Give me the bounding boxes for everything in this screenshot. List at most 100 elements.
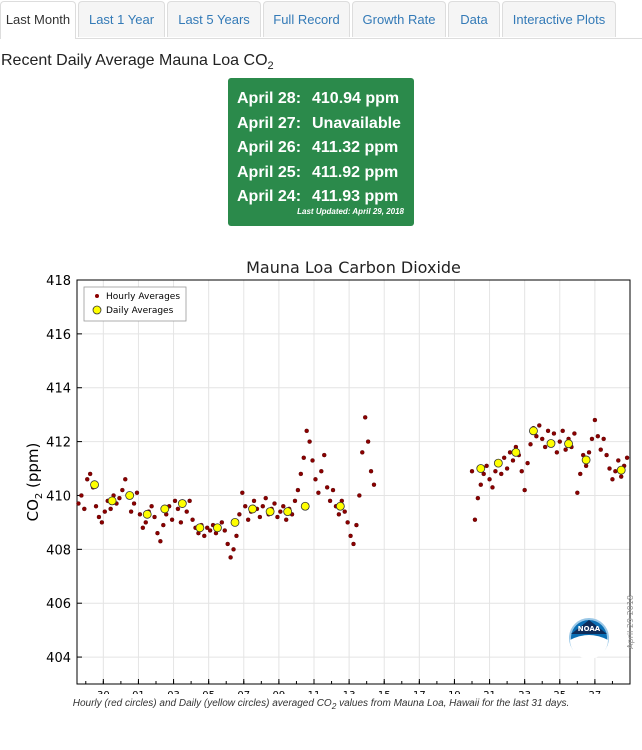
x-tick-label: 03 bbox=[167, 690, 180, 694]
hourly-point bbox=[537, 423, 542, 428]
hourly-point bbox=[295, 487, 301, 493]
daily-point bbox=[546, 439, 556, 448]
y-tick-label: 416 bbox=[46, 328, 71, 343]
daily-point bbox=[248, 504, 257, 514]
hourly-point bbox=[475, 495, 481, 501]
hourly-point bbox=[128, 509, 134, 514]
heading-subscript: 2 bbox=[267, 60, 274, 73]
hourly-point bbox=[484, 463, 489, 469]
tab-bar: Last Month Last 1 Year Last 5 Years Full… bbox=[0, 0, 642, 39]
hourly-point bbox=[354, 522, 359, 528]
daily-point bbox=[581, 455, 591, 465]
reading-value: 411.32 ppm bbox=[312, 139, 399, 156]
hourly-point bbox=[528, 442, 533, 447]
hourly-point bbox=[345, 520, 350, 525]
x-tick-label: 27 bbox=[589, 690, 602, 694]
tab-last-5-years[interactable]: Last 5 Years bbox=[167, 1, 261, 37]
tab-full-record[interactable]: Full Record bbox=[263, 1, 350, 37]
daily-point bbox=[265, 507, 275, 517]
hourly-point bbox=[522, 487, 527, 493]
hourly-point bbox=[542, 444, 548, 450]
tab-last-month[interactable]: Last Month bbox=[0, 1, 76, 39]
reading-date: April 25: bbox=[237, 163, 302, 181]
heading-text: Recent Daily Average Mauna Loa CO bbox=[1, 52, 268, 69]
x-tick-label: 21 bbox=[483, 690, 496, 694]
x-tick-label: 05 bbox=[202, 690, 215, 694]
hourly-point bbox=[589, 436, 595, 442]
hourly-point bbox=[149, 504, 154, 509]
hourly-point bbox=[613, 469, 618, 474]
y-tick-label: 418 bbox=[46, 274, 71, 289]
tab-data[interactable]: Data bbox=[448, 1, 500, 37]
hourly-point bbox=[178, 520, 184, 525]
x-tick-label: 07 bbox=[237, 690, 250, 694]
legend-daily-marker bbox=[92, 305, 102, 315]
y-tick-label: 414 bbox=[46, 382, 71, 397]
hourly-point bbox=[243, 504, 248, 509]
hourly-point bbox=[371, 482, 377, 487]
co2-chart: Mauna Loa Carbon Dioxide 404 406 408 410 412 4… bbox=[24, 258, 635, 694]
y-tick-label: 410 bbox=[46, 489, 71, 504]
tab-interactive-plots[interactable]: Interactive Plots bbox=[502, 1, 616, 37]
hourly-point bbox=[257, 514, 263, 520]
hourly-point bbox=[575, 490, 580, 495]
daily-point bbox=[90, 480, 99, 490]
caption-text-before: Hourly (red circles) and Daily (yellow c… bbox=[72, 698, 332, 709]
hourly-point bbox=[540, 436, 545, 442]
hourly-point bbox=[117, 495, 122, 501]
hourly-point bbox=[131, 501, 137, 506]
hourly-point bbox=[298, 471, 304, 477]
hourly-point bbox=[324, 485, 330, 490]
daily-point bbox=[177, 499, 187, 508]
hourly-point bbox=[572, 431, 577, 436]
reading-date: April 26: bbox=[237, 139, 302, 156]
hourly-point bbox=[504, 466, 510, 471]
hourly-point bbox=[79, 493, 84, 498]
hourly-point bbox=[487, 477, 492, 482]
noaa-logo-bird bbox=[571, 620, 607, 634]
hourly-point bbox=[245, 517, 251, 522]
hourly-point bbox=[190, 517, 195, 522]
noaa-logo-wave bbox=[570, 635, 608, 659]
hourly-point bbox=[205, 525, 210, 530]
daily-point bbox=[107, 496, 117, 506]
last-updated-text: Last Updated: April 29, 2018 bbox=[297, 207, 404, 216]
hourly-point bbox=[301, 455, 306, 460]
y-axis-label: CO2 (ppm) bbox=[24, 443, 45, 522]
hourly-point bbox=[251, 498, 257, 504]
hourly-point bbox=[222, 528, 227, 533]
hourly-point bbox=[330, 487, 336, 493]
hourly-point bbox=[82, 506, 87, 512]
y-tick-label: 412 bbox=[46, 436, 71, 451]
reading-value: 411.92 ppm bbox=[312, 163, 399, 181]
y-axis-label-main: CO bbox=[24, 499, 42, 521]
hourly-point bbox=[316, 490, 321, 495]
x-tick-label: 15 bbox=[378, 690, 391, 694]
hourly-point bbox=[327, 498, 333, 504]
hourly-point bbox=[161, 522, 166, 528]
noaa-logo-text: NOAA bbox=[578, 625, 601, 633]
reading-value: 411.93 ppm bbox=[312, 188, 399, 205]
hourly-point bbox=[184, 509, 189, 514]
daily-average-box: April 28: 410.94 ppm April 27: Unavailable… bbox=[228, 78, 414, 226]
hourly-point bbox=[490, 485, 495, 490]
tab-growth-rate[interactable]: Growth Rate bbox=[352, 1, 446, 37]
hourly-point bbox=[234, 533, 239, 539]
daily-point bbox=[283, 507, 293, 517]
hourly-point bbox=[123, 477, 128, 482]
hourly-point bbox=[304, 428, 309, 434]
tab-last-1-year[interactable]: Last 1 Year bbox=[78, 1, 165, 37]
hourly-point bbox=[99, 520, 105, 525]
hourly-point bbox=[137, 512, 143, 517]
hourly-point bbox=[560, 428, 565, 434]
plot-frame bbox=[76, 279, 631, 685]
hourly-point bbox=[598, 447, 603, 452]
hourly-point bbox=[360, 450, 365, 455]
date-watermark: April 29 2018 bbox=[626, 595, 635, 649]
daily-point bbox=[564, 439, 573, 449]
legend-daily-label: Daily Averages bbox=[106, 306, 174, 316]
hourly-point bbox=[310, 458, 315, 463]
y-tick-label: 408 bbox=[46, 543, 71, 558]
hourly-point bbox=[158, 539, 163, 544]
x-tick-label: 23 bbox=[518, 690, 531, 694]
